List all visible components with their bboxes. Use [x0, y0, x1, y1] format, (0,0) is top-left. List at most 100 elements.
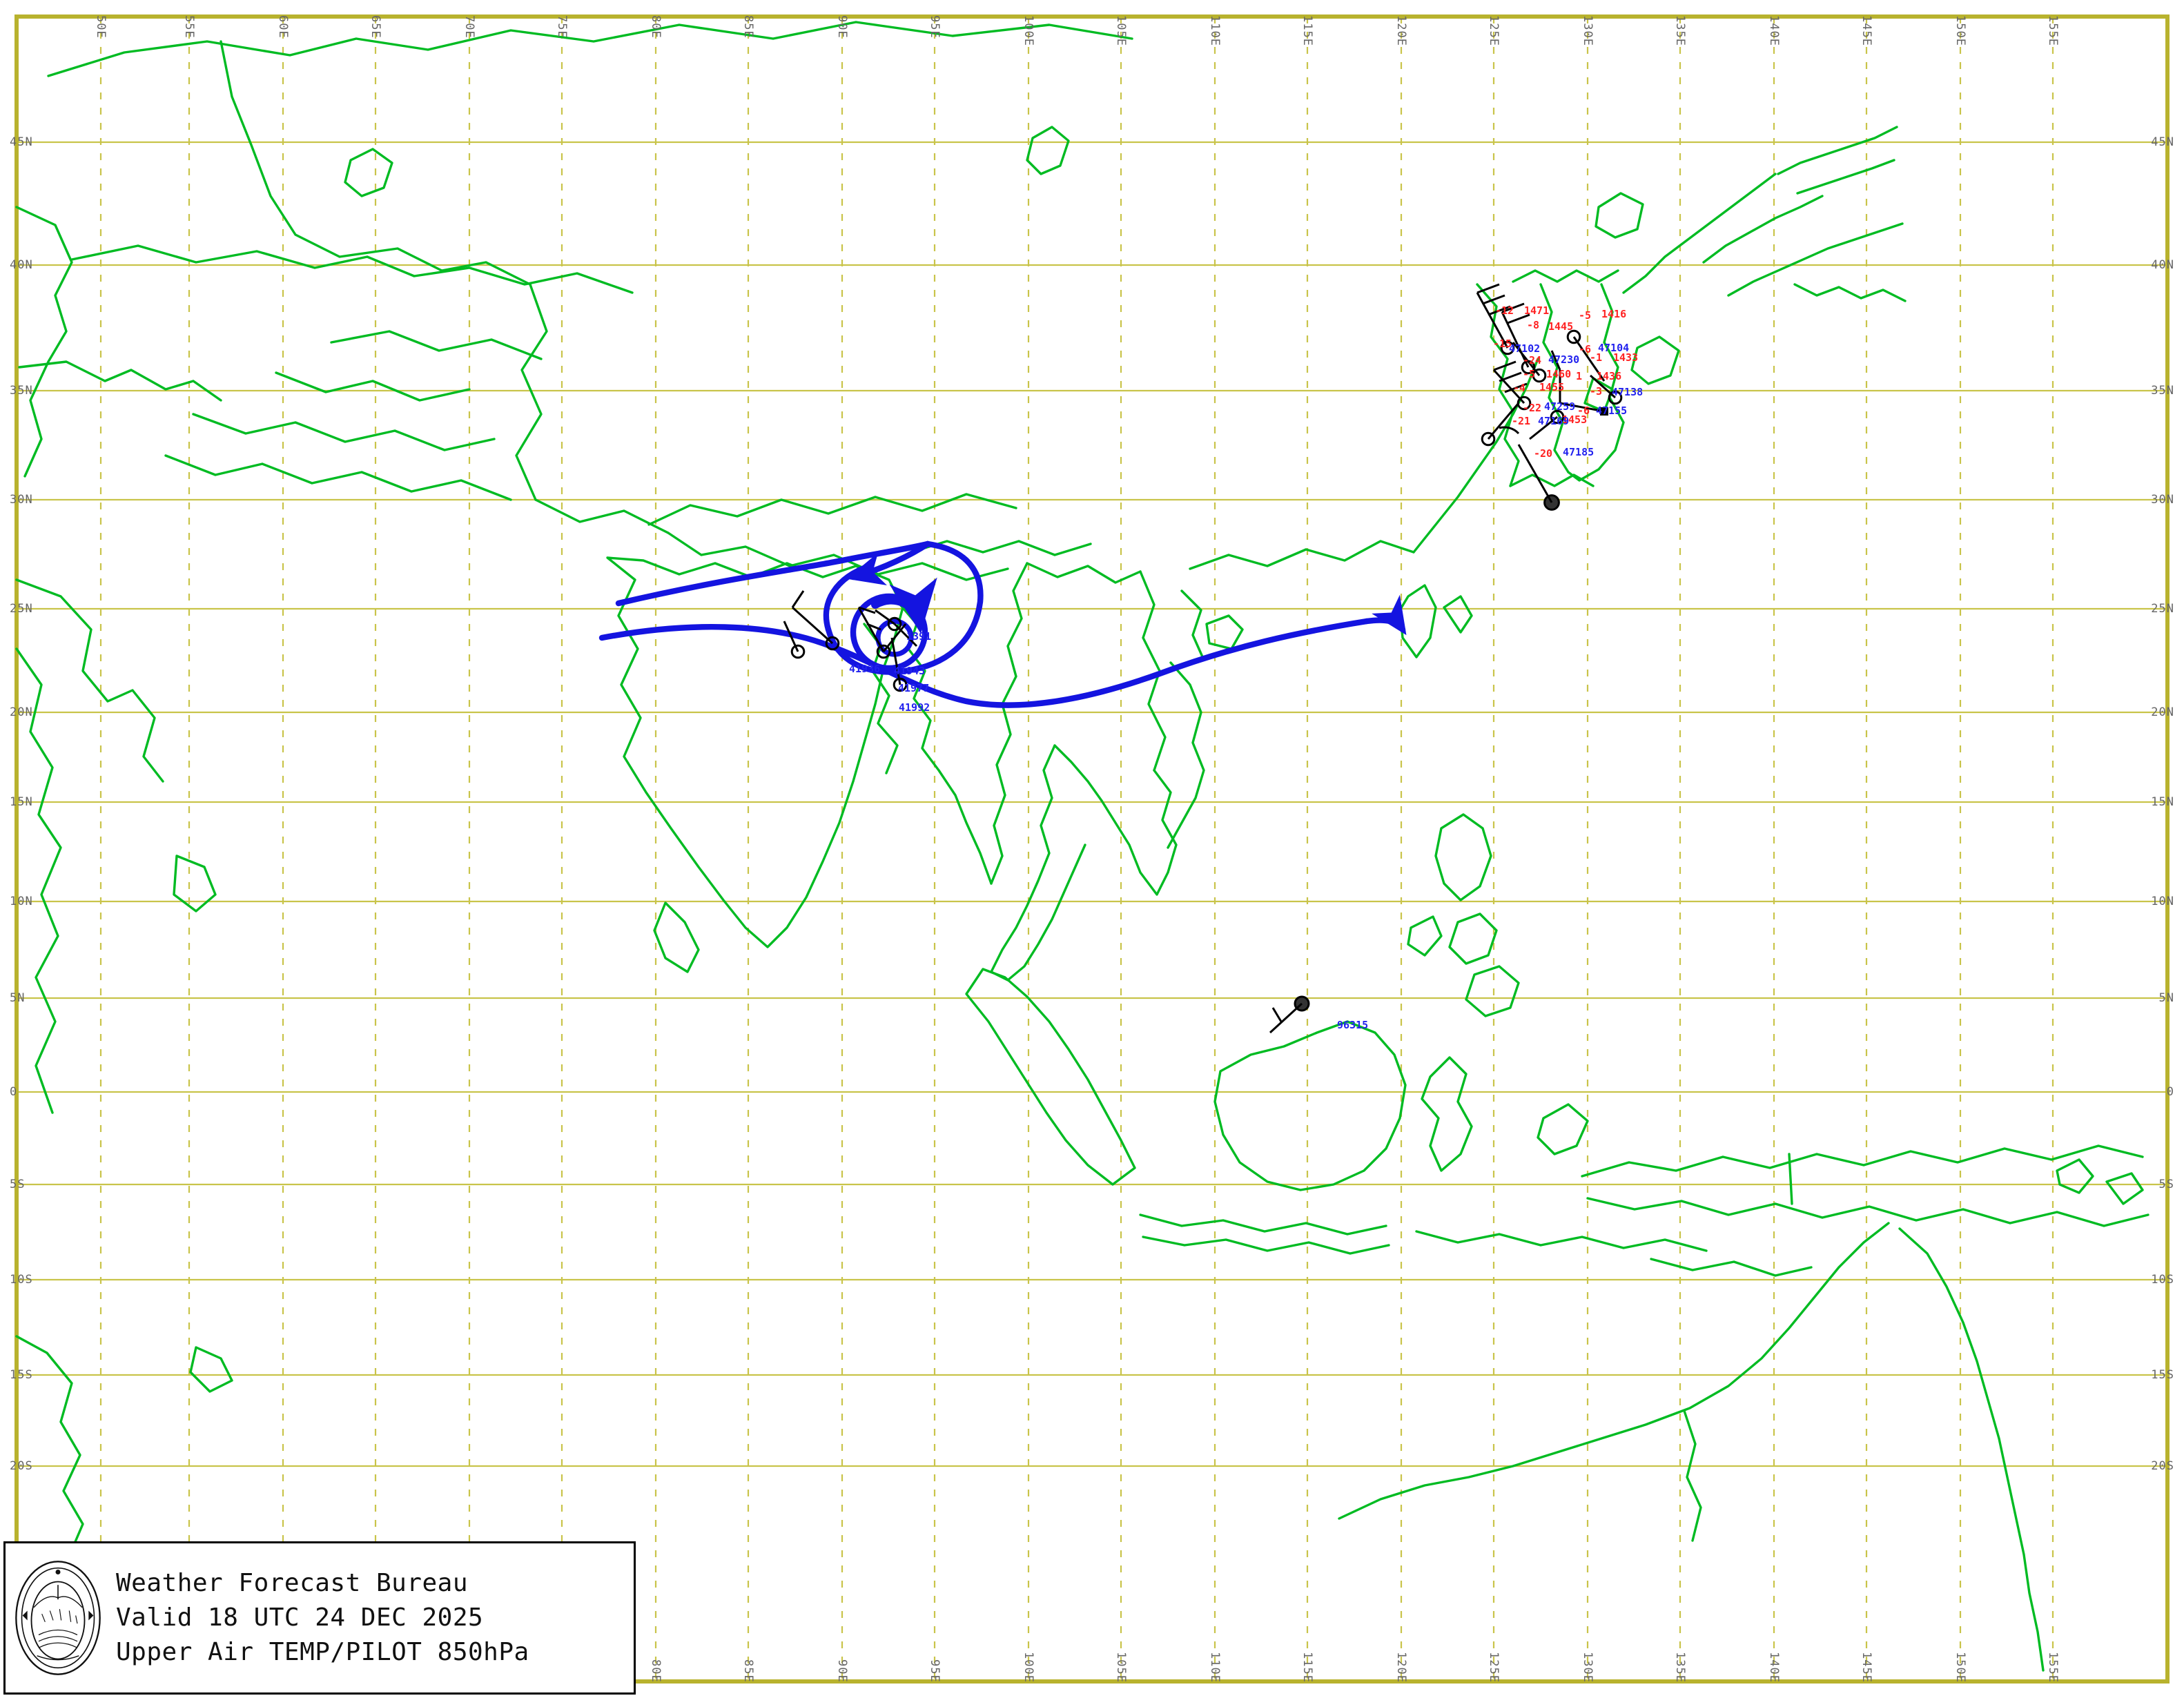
lon-label-top-125e: 125E — [1487, 15, 1501, 46]
station-id-47155: 47155 — [1596, 404, 1628, 417]
lat-label-10n-right: 10N — [2151, 895, 2174, 908]
lat-label-40n-left: 40N — [10, 258, 33, 272]
station-barb-47185 — [1529, 409, 1565, 440]
lon-label-top-135e: 135E — [1673, 15, 1687, 46]
lon-label-top-60e: 60E — [276, 15, 290, 39]
coastline-aral-sea — [344, 148, 393, 197]
station-temperature-unlabeled: -15 — [1493, 338, 1512, 350]
coastline-malay-peninsula-west — [990, 744, 1056, 973]
streamline-north-arrowhead — [846, 540, 931, 586]
lon-label-top-120e: 120E — [1394, 15, 1408, 46]
station-temperature-unlabeled: -6 — [1577, 404, 1590, 417]
cyclonic-rotation-arrow — [871, 577, 937, 634]
station-barb-47169 — [1481, 402, 1520, 447]
station-id-96315: 96315 — [1337, 1019, 1369, 1031]
coastline-lake-baikal — [1026, 126, 1070, 175]
station-barb-41943 — [857, 606, 907, 659]
station-id-41992: 41992 — [899, 701, 930, 714]
coastline-manchuria-lake — [1595, 192, 1644, 239]
coastline-halmahera — [1537, 1103, 1589, 1155]
station-temperature-unlabeled: -24 — [1523, 354, 1542, 367]
legend-line-valid: Valid 18 UTC 24 DEC 2025 — [116, 1603, 484, 1632]
streamline-south-long — [598, 618, 1370, 708]
coastline-gulf-thailand — [1053, 744, 1178, 896]
station-id-41977: 41977 — [898, 682, 930, 694]
boundary-iran-south — [164, 454, 512, 501]
station-temperature-47169: -21 — [1512, 415, 1531, 427]
lat-label-10s-right: 10S — [2151, 1273, 2174, 1287]
lon-label-top-65e: 65E — [369, 15, 382, 39]
lon-label-top-110e: 110E — [1208, 15, 1222, 46]
station-id-47138: 47138 — [1612, 386, 1644, 398]
station-barb-india-west — [783, 621, 806, 659]
coastline-java-north — [1139, 1213, 1387, 1236]
lon-label-top-155e: 155E — [2046, 15, 2060, 46]
station-temperature-unlabeled: -1 — [1590, 351, 1603, 364]
boundary-uzbek-north — [330, 330, 543, 360]
coastline-east-china — [1412, 358, 1539, 554]
coastline-ryukyu — [1443, 595, 1473, 634]
coastline-korea-east — [1567, 283, 1625, 482]
lat-label-20s-right: 20S — [2151, 1459, 2174, 1473]
lon-label-top-140e: 140E — [1767, 15, 1781, 46]
station-height-unlabeled: 1433 — [1613, 351, 1639, 364]
boundary-tibet-north — [647, 493, 1017, 526]
station-barb-41936 — [791, 590, 840, 651]
coastline-myanmar-east — [990, 562, 1028, 885]
lon-label-bottom-95e: 95E — [928, 1659, 942, 1683]
lat-label-5s-right: 5S — [2158, 1178, 2174, 1191]
lon-label-bottom-80e: 80E — [649, 1659, 663, 1683]
lat-label-30n-left: 30N — [10, 493, 33, 507]
lat-label-30n-right: 30N — [2151, 493, 2174, 507]
map-frame-border — [14, 14, 2170, 1684]
streamline-outer-right-upper — [902, 540, 984, 674]
station-id-47102: 47102 — [1509, 342, 1541, 355]
coastline-lesser-sunda — [1415, 1230, 1708, 1252]
lon-label-bottom-105e: 105E — [1114, 1652, 1128, 1683]
legend-text-block: Weather Forecast Bureau Valid 18 UTC 24 … — [110, 1568, 529, 1668]
station-plots — [783, 283, 1623, 1034]
lat-label-15n-left: 15N — [10, 795, 33, 809]
thai-meteorological-department-seal-icon — [6, 1552, 110, 1684]
station-height-unlabeled: 1445 — [1548, 320, 1574, 333]
station-temperature-unlabeled: -4 — [1513, 382, 1526, 394]
coastline-japan-sea-north — [1622, 173, 1777, 294]
boundary-kazakhstan-west — [220, 40, 532, 286]
lat-label-15s-left: 15S — [10, 1368, 33, 1382]
coastline-hokkaido-south — [1796, 159, 1895, 195]
lon-label-bottom-115e: 115E — [1300, 1652, 1314, 1683]
coastline-honshu-west — [1702, 195, 1824, 264]
coastline-vietnam-east — [1167, 661, 1205, 849]
station-barb-47185b — [1517, 444, 1560, 511]
coastline-honshu-south — [1727, 222, 1904, 297]
coastline-australia-east — [1898, 1227, 2045, 1672]
lon-label-top-100e: 100E — [1022, 15, 1035, 46]
station-height-47230: 1460 — [1546, 368, 1572, 380]
lat-label-40n-right: 40N — [2151, 258, 2174, 272]
coastline-redsea-east — [15, 578, 164, 783]
station-height-47169: 1453 — [1562, 413, 1588, 426]
coastline-caspian-south — [18, 360, 222, 402]
lon-label-bottom-120e: 120E — [1394, 1652, 1408, 1683]
coastline-south-china — [1189, 540, 1415, 570]
lon-label-top-85e: 85E — [741, 15, 755, 39]
coastline-newireland — [2105, 1172, 2144, 1205]
lat-label-20s-left: 20S — [10, 1459, 33, 1473]
boundary-newguinea — [1788, 1153, 1793, 1205]
lon-label-bottom-110e: 110E — [1208, 1652, 1222, 1683]
lon-label-top-95e: 95E — [928, 15, 942, 39]
coastline-borneo — [1213, 1020, 1407, 1191]
station-id-41936: 41936 — [849, 663, 881, 675]
lon-label-bottom-125e: 125E — [1487, 1652, 1501, 1683]
lat-label-35n-left: 35N — [10, 384, 33, 398]
boundary-myanmar-north — [910, 540, 1092, 556]
boundary-laos-north — [1026, 562, 1142, 584]
station-height-47104: 1416 — [1601, 308, 1627, 320]
station-height-unlabeled: 1455 — [1539, 381, 1565, 393]
coastline-java-south — [1142, 1236, 1390, 1255]
station-barb-47230 — [1550, 350, 1608, 416]
coastline-mindanao — [1465, 965, 1520, 1017]
lon-label-bottom-155e: 155E — [2046, 1652, 2060, 1683]
coastline-malay-peninsula-tip — [990, 843, 1086, 982]
